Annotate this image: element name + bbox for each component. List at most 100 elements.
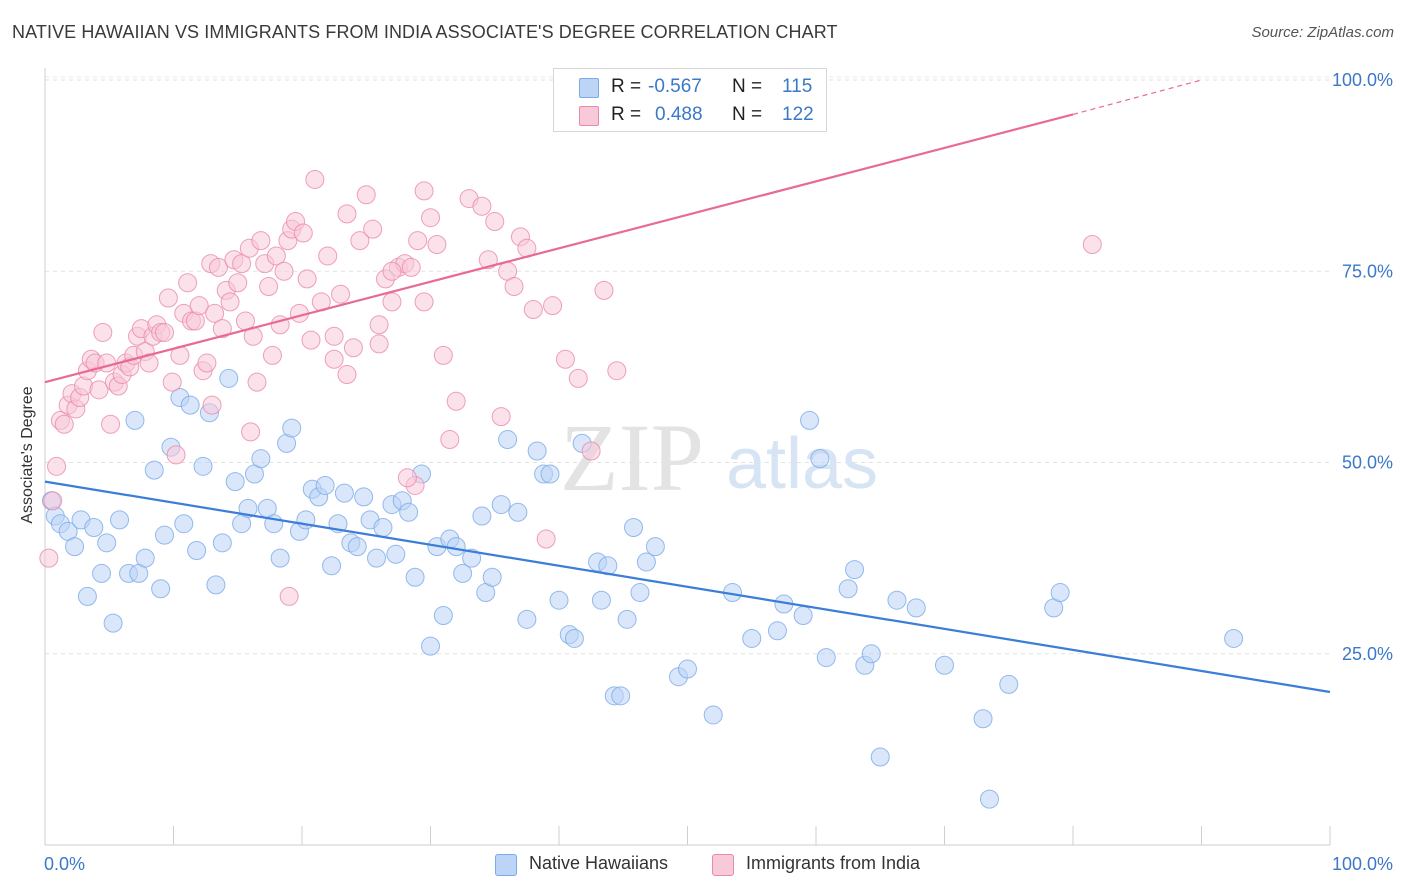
data-point [485,212,505,232]
data-point [166,445,186,465]
data-point [555,349,575,369]
data-point [174,514,194,534]
data-point [472,196,492,216]
data-point [266,246,286,266]
trend-line [44,113,1074,384]
data-point [282,418,302,438]
data-point [337,204,357,224]
data-point [347,537,367,557]
trend-lines [44,79,1331,694]
data-point [446,537,466,557]
data-point [54,414,74,434]
bottom-legend-label: Native Hawaiians [529,853,669,873]
legend-n-value: 115 [782,76,813,97]
data-point [97,353,117,373]
x-tick-label: 0.0% [44,854,85,874]
data-point [97,533,117,553]
data-point [999,674,1019,694]
data-point [568,368,588,388]
legend-r-label: R = [611,104,642,125]
data-point [498,430,518,450]
data-point [382,261,402,281]
data-point [870,747,890,767]
data-point [887,590,907,610]
data-point [39,548,59,568]
watermark-atlas: atlas [726,424,878,504]
data-point [508,502,528,522]
axes [44,68,1331,846]
series-native-hawaiians [41,368,1244,809]
data-point [101,414,121,434]
legend-row-immigrants-from-india: R = 0.488 N = 122 [554,100,826,128]
data-point [564,628,584,648]
data-point [219,368,239,388]
legend-r-value: 0.488 [655,104,703,125]
data-point [77,586,97,606]
legend-swatch-immigrants-from-india [579,106,599,126]
data-point [92,563,112,583]
data-point [767,621,787,641]
data-point [382,292,402,312]
data-point [478,250,498,270]
data-point [232,254,252,274]
data-point [212,533,232,553]
data-point [399,502,419,522]
y-tick-label: 100.0% [1332,70,1393,90]
data-point [189,296,209,316]
legend-row-native-hawaiians: R = -0.567 N = 115 [554,72,826,100]
data-point [433,345,453,365]
data-point [816,648,836,668]
data-point [845,560,865,580]
data-point [536,529,556,549]
data-point [202,395,222,415]
data-point [125,410,145,430]
data-point [293,223,313,243]
data-point [472,506,492,526]
data-point [421,636,440,656]
legend-n-value: 122 [782,104,814,125]
x-tick-label: 100.0% [1332,854,1393,874]
data-point [315,475,335,495]
bottom-legend-swatch-native-hawaiians [495,854,517,876]
data-point [581,441,601,461]
data-point [624,518,644,538]
data-point [408,231,428,251]
data-point [414,181,434,201]
data-point [607,361,627,381]
data-point [155,322,175,342]
data-point [65,537,85,557]
data-point [446,391,466,411]
data-point [144,460,164,480]
data-point [162,372,182,392]
y-tick-label: 50.0% [1342,453,1393,473]
data-point [973,709,993,729]
data-point [251,449,271,469]
data-point [241,422,261,442]
data-point [318,246,338,266]
data-point [414,292,434,312]
data-point [504,277,524,297]
data-point [135,548,155,568]
grid-lines [45,76,1330,655]
data-point [270,548,290,568]
data-point [180,395,200,415]
legend-r-label: R = [611,76,642,97]
data-point [369,334,389,354]
data-point [251,231,271,251]
watermark-zip: ZIP [560,404,704,511]
bottom-legend-swatch-immigrants-from-india [712,854,734,876]
data-point [334,483,354,503]
trend-line [44,480,1331,694]
data-point [440,430,460,450]
data-point [228,273,248,293]
data-point [617,609,637,629]
data-point [433,606,453,625]
data-point [301,330,321,350]
data-point [47,456,67,476]
data-point [517,609,537,629]
data-point [523,300,543,319]
correlation-legend: R = -0.567 N = 115 R = 0.488 N = 122 [553,68,827,132]
y-tick-label: 75.0% [1342,261,1393,281]
data-point [305,169,325,189]
